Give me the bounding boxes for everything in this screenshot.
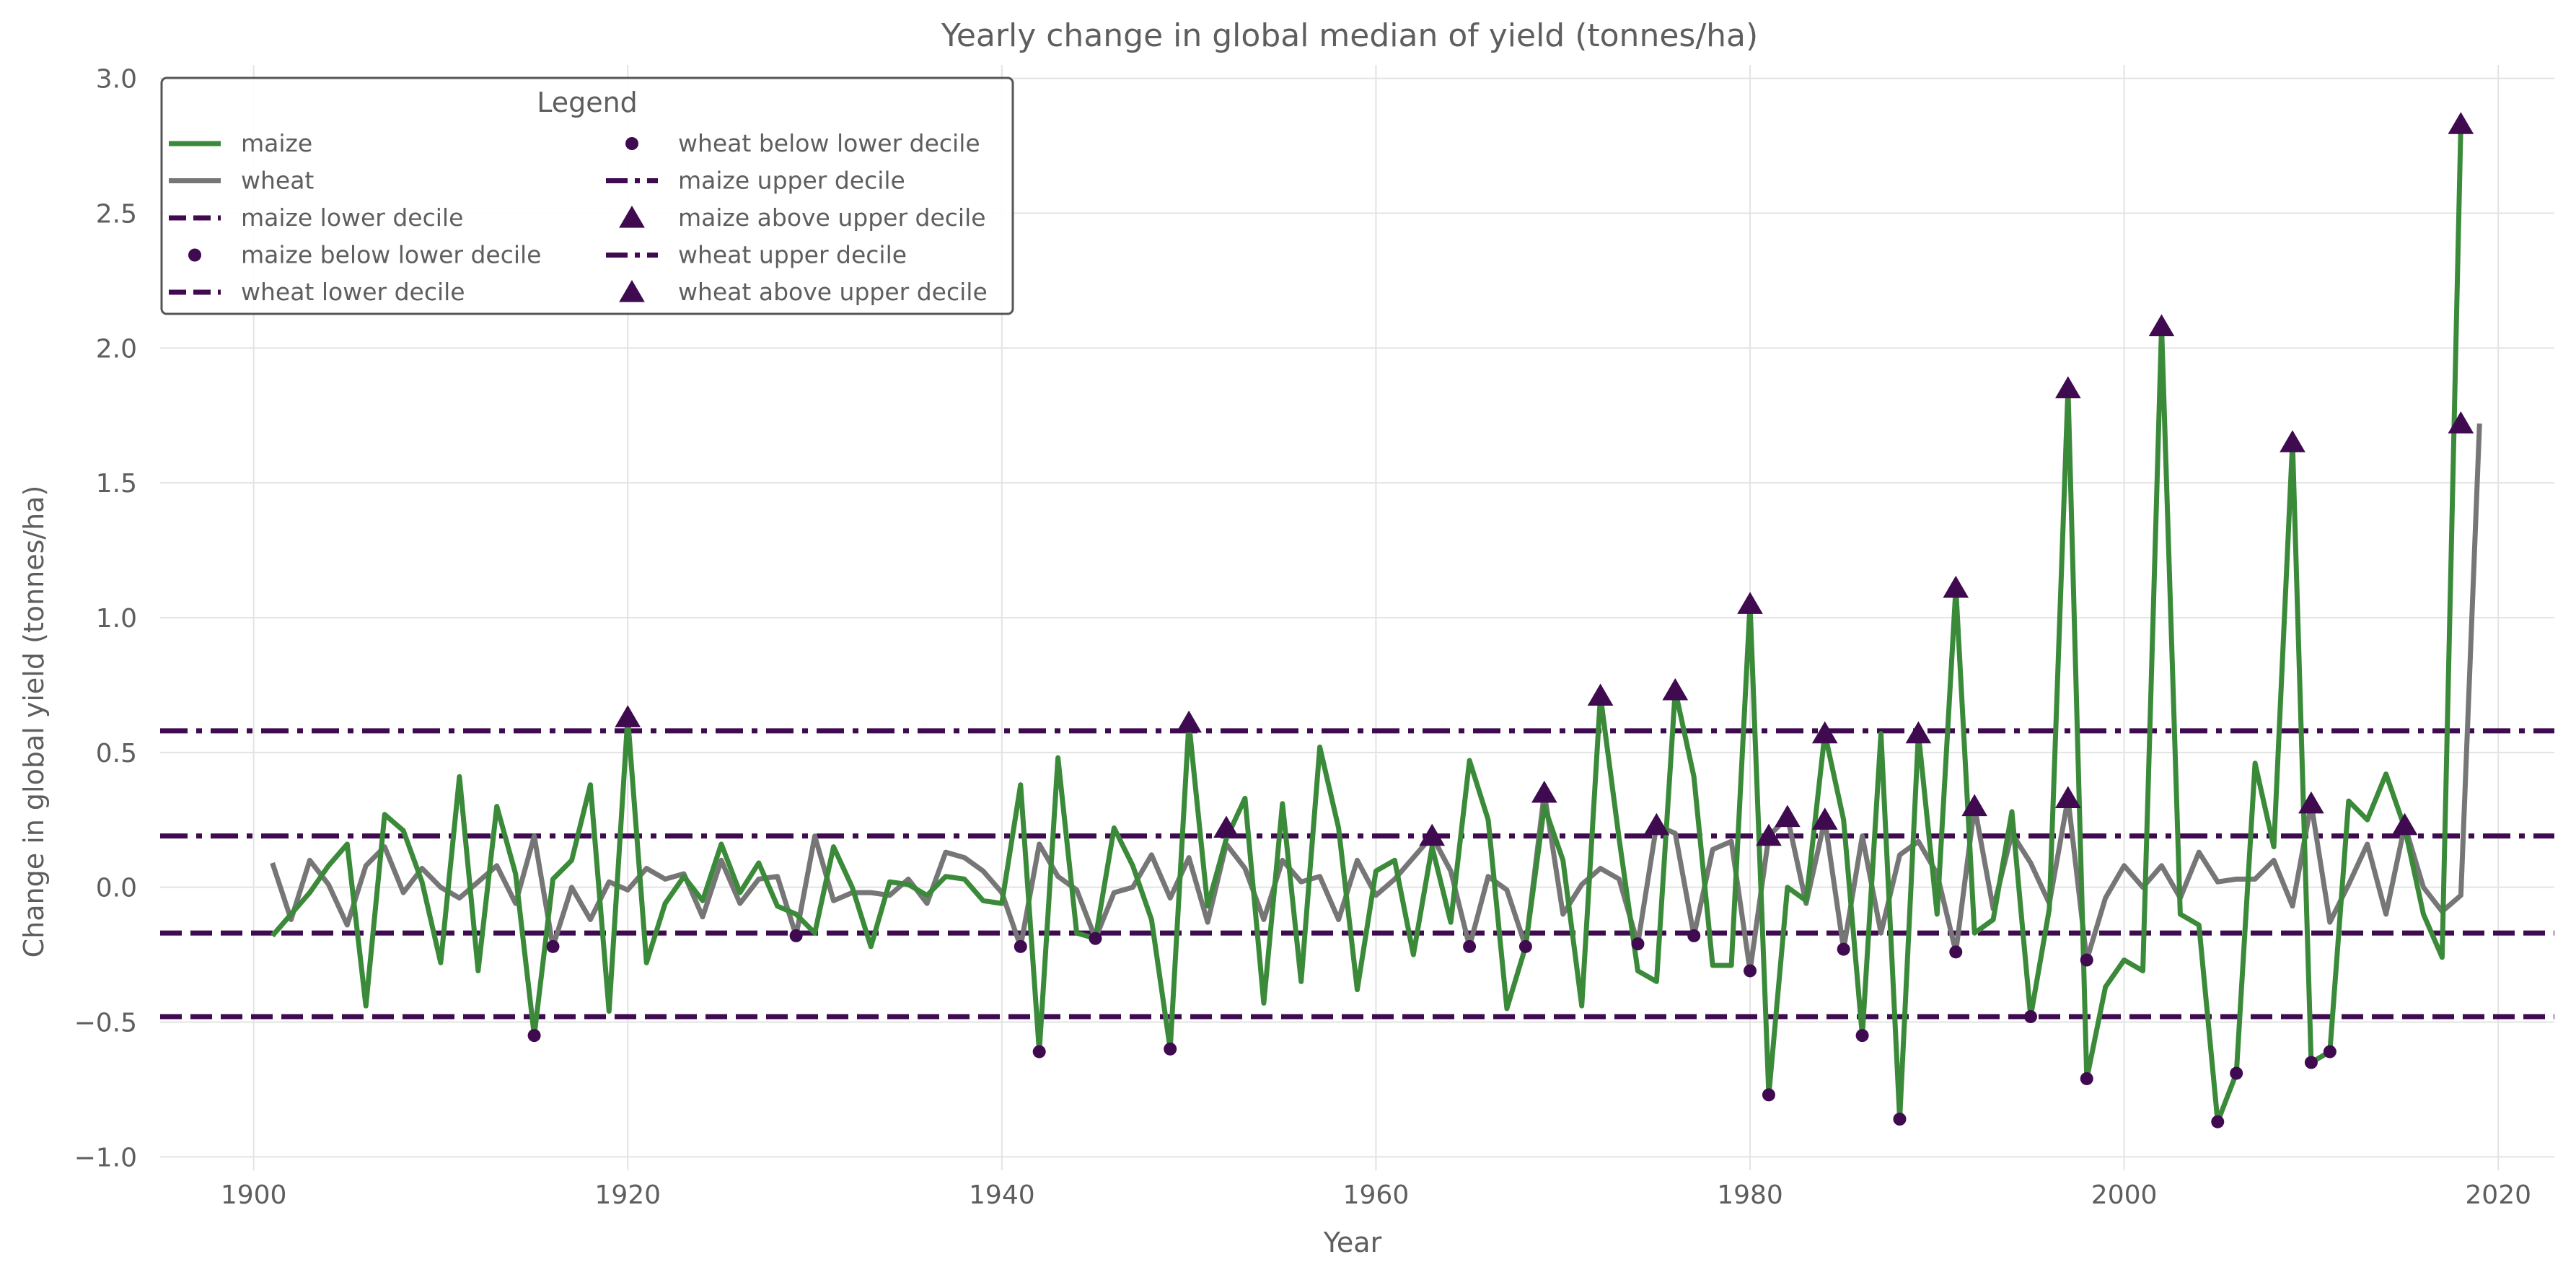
y-tick-label: 1.5 [96,469,137,499]
below-lower-decile-point [1949,945,1963,959]
markers [527,112,2474,1128]
legend-label-maize: maize [241,129,312,157]
maize-series-line [270,124,2463,1125]
below-lower-decile-point [1463,939,1477,953]
below-lower-decile-point [2323,1045,2337,1058]
below-lower-decile-point [2080,953,2093,967]
above-upper-decile-point [1587,683,1614,706]
above-upper-decile-point [1662,678,1689,701]
above-upper-decile-point [1905,721,1932,744]
below-lower-decile-point [1089,931,1102,945]
above-upper-decile-point [1811,721,1838,744]
below-lower-decile-point [789,929,803,942]
x-tick-label: 2000 [2091,1180,2158,1210]
below-lower-decile-point [1855,1029,1869,1043]
y-tick-label: −0.5 [74,1008,137,1038]
y-tick-label: 2.5 [96,200,137,229]
legend-label-wheat-above-upper-decile: wheat above upper decile [678,278,988,306]
above-upper-decile-point [1419,823,1446,846]
below-lower-decile-point [1744,964,1757,978]
below-lower-decile-point [1164,1042,1177,1056]
below-lower-decile-point [546,939,560,953]
legend-handle-wheat-below-lower-decile [625,137,638,150]
above-upper-decile-point [1943,575,1969,598]
x-tick-label: 1920 [594,1180,661,1210]
chart-title: Yearly change in global median of yield … [941,17,1758,54]
below-lower-decile-point [2304,1056,2318,1069]
y-tick-label: −1.0 [74,1143,137,1172]
y-axis-label: Change in global yield (tonnes/ha) [18,486,50,958]
x-axis-ticks: 1900 1920 1940 1960 1980 2000 2020 [221,1180,2531,1210]
legend-label-wheat-lower-decile: wheat lower decile [241,278,465,306]
above-upper-decile-point [1737,592,1763,614]
above-upper-decile-point [1213,815,1239,838]
above-upper-decile-point [2148,314,2175,337]
y-tick-label: 1.0 [96,604,137,634]
above-upper-decile-point [2448,112,2474,134]
below-lower-decile-point [1631,937,1645,951]
y-tick-label: 0.5 [96,739,137,768]
legend-label-maize-above-upper-decile: maize above upper decile [678,203,986,232]
above-upper-decile-point [1961,794,1988,817]
below-lower-decile-point [1687,929,1701,942]
legend-handle-wheat-above-upper-decile [619,280,645,302]
legend-label-wheat-below-lower-decile: wheat below lower decile [678,129,980,157]
x-tick-label: 2020 [2465,1180,2531,1210]
below-lower-decile-point [527,1029,541,1043]
x-tick-label: 1980 [1717,1180,1783,1210]
below-lower-decile-point [1518,939,1532,953]
series-lines [270,124,2482,1125]
above-upper-decile-point [2054,376,2081,398]
above-upper-decile-point [2298,791,2324,814]
below-lower-decile-point [2023,1010,2037,1024]
legend-title: Legend [537,87,638,118]
below-lower-decile-point [1762,1088,1775,1102]
legend-label-maize-lower-decile: maize lower decile [241,203,463,232]
legend-handle-maize-below-lower-decile [188,248,201,262]
y-axis-ticks: −1.0 −0.5 0.0 0.5 1.0 1.5 2.0 2.5 3.0 [74,65,137,1173]
x-axis-label: Year [1323,1227,1382,1258]
below-lower-decile-point [2230,1066,2243,1080]
below-lower-decile-point [1014,939,1027,953]
y-tick-label: 0.0 [96,874,137,903]
above-upper-decile-point [1775,805,1801,828]
x-tick-label: 1940 [969,1180,1035,1210]
legend-label-maize-upper-decile: maize upper decile [678,167,905,195]
below-lower-decile-point [2080,1071,2093,1085]
legend-label-maize-below-lower-decile: maize below lower decile [241,241,541,269]
x-tick-label: 1900 [221,1180,287,1210]
above-upper-decile-point [1643,812,1670,836]
above-upper-decile-point [1531,780,1557,803]
below-lower-decile-point [1032,1045,1046,1058]
below-lower-decile-point [1837,942,1850,956]
above-upper-decile-point [615,705,641,727]
legend-label-wheat-upper-decile: wheat upper decile [678,241,907,269]
above-upper-decile-point [2280,430,2305,452]
y-tick-label: 2.0 [96,334,137,364]
legend-label-wheat: wheat [241,167,314,195]
above-upper-decile-point [2054,786,2081,808]
y-tick-label: 3.0 [96,65,137,95]
below-lower-decile-point [1893,1113,1907,1126]
above-upper-decile-point [1811,807,1838,830]
legend-box [160,76,1014,315]
above-upper-decile-point [1176,710,1202,733]
above-upper-decile-point [1756,823,1782,846]
legend-handle-maize-above-upper-decile [619,206,645,228]
x-tick-label: 1960 [1343,1180,1410,1210]
above-upper-decile-point [2391,812,2418,836]
above-upper-decile-point [2448,411,2474,434]
legend-entries: maize wheat maize lower decile maize below … [169,129,988,306]
below-lower-decile-point [2211,1115,2225,1128]
